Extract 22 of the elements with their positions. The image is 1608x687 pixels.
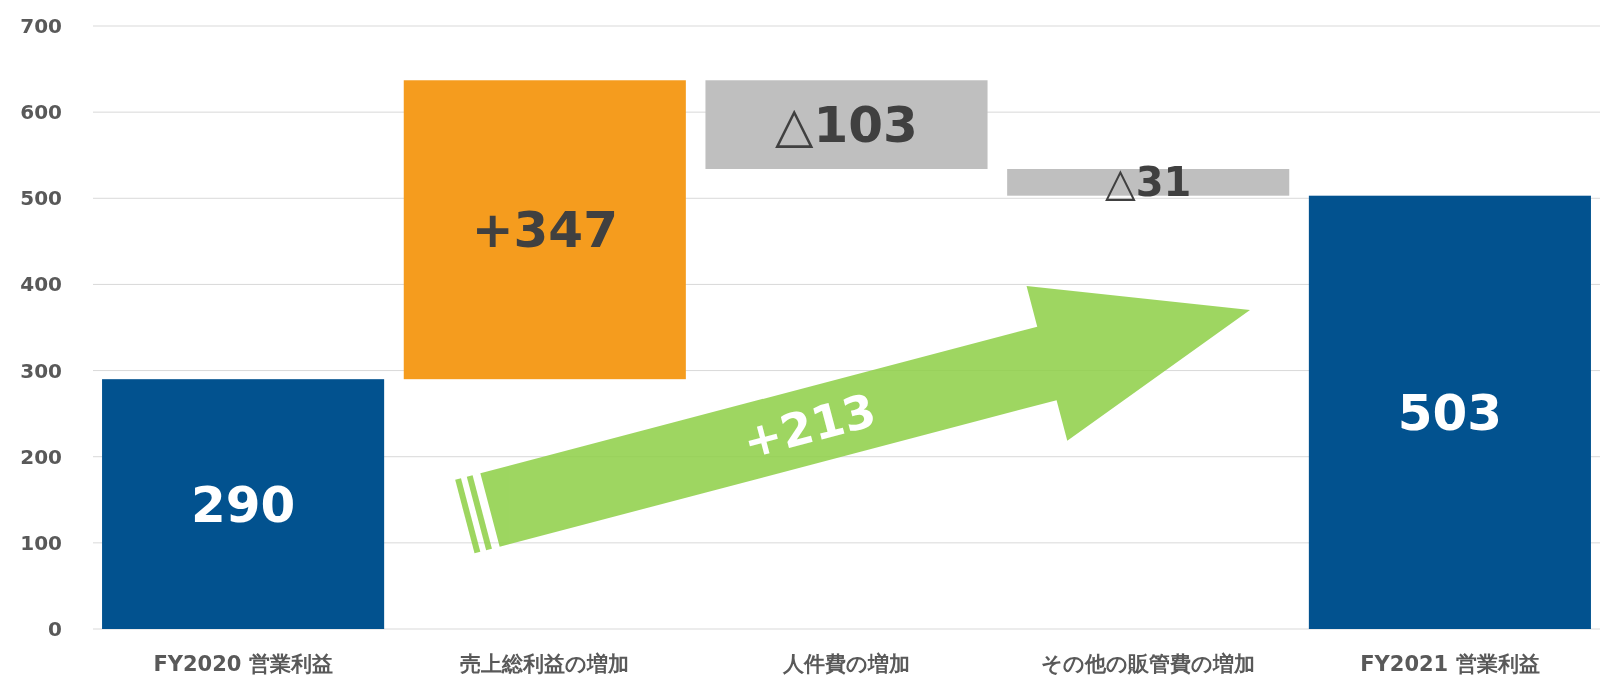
data-label: △31 [1104, 159, 1192, 206]
y-tick-label: 500 [20, 186, 62, 211]
y-tick-label: 300 [20, 358, 62, 383]
x-tick-label: FY2020 営業利益 [153, 652, 333, 676]
x-tick-label: FY2021 営業利益 [1360, 652, 1540, 676]
x-tick-label: その他の販管費の増加 [1041, 652, 1256, 676]
annotation: +213 [737, 382, 882, 470]
data-label: △103 [775, 96, 918, 155]
bar [705, 80, 988, 169]
data-label: +347 [471, 201, 618, 260]
bar [1308, 195, 1591, 629]
x-tick-label: 売上総利益の増加 [460, 652, 630, 676]
y-tick-label: 600 [20, 100, 62, 125]
y-tick-label: 700 [20, 14, 62, 38]
data-label: 290 [190, 475, 296, 534]
y-tick-label: 400 [20, 272, 62, 297]
y-tick-label: 0 [48, 617, 62, 641]
bar [102, 379, 385, 629]
y-tick-label: 100 [20, 530, 62, 555]
y-tick-label: 200 [20, 444, 62, 469]
data-label: 503 [1397, 383, 1503, 442]
x-tick-label: 人件費の増加 [782, 652, 910, 676]
